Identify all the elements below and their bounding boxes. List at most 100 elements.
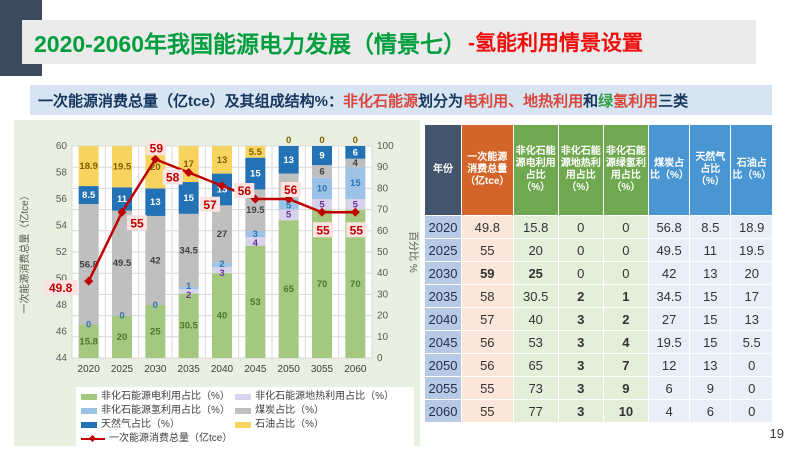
svg-text:百分比 %: 百分比 % <box>407 231 419 273</box>
subtitle-segment: 一次能源消费总量（亿tce）及其组成结构%： <box>38 92 344 110</box>
table-cell: 3 <box>557 330 604 354</box>
energy-combo-chart: 0102030405060708090100444648505254565860… <box>18 135 419 375</box>
table-cell: 0 <box>557 238 604 262</box>
table-cell: 42 <box>647 261 691 285</box>
svg-text:57: 57 <box>203 198 217 212</box>
table-row: 2045 56 53 3 4 19.5 15 5.5 <box>424 330 773 354</box>
table-cell: 6 <box>689 399 732 423</box>
table-row: 2055 55 73 3 9 6 9 0 <box>424 376 773 400</box>
svg-text:15: 15 <box>217 184 228 195</box>
table-cell: 3 <box>557 307 604 331</box>
svg-text:34.5: 34.5 <box>179 245 198 256</box>
table-year-cell: 2025 <box>424 238 462 262</box>
table-cell: 7 <box>602 353 649 377</box>
table-year-cell: 2045 <box>424 330 462 354</box>
svg-text:8.5: 8.5 <box>82 190 96 201</box>
legend-item: 煤炭占比（%） <box>235 404 409 418</box>
table-year-cell: 2040 <box>424 307 462 331</box>
table-cell: 20 <box>512 238 559 262</box>
table-cell: 3 <box>557 353 604 377</box>
table-cell: 19.5 <box>647 330 691 354</box>
table-cell: 0 <box>602 215 649 239</box>
table-cell: 73 <box>512 376 559 400</box>
subtitle-segment: 电利用、地热利用 <box>463 92 584 110</box>
table-cell: 25 <box>512 261 559 285</box>
legend-label: 非化石能源地热利用占比（%） <box>255 391 395 402</box>
table-cell: 11 <box>689 238 732 262</box>
table-cell: 57 <box>460 307 514 331</box>
svg-text:50: 50 <box>377 247 389 258</box>
table-header-cell: 石油占比（%） <box>730 124 773 216</box>
table-cell: 56 <box>460 353 514 377</box>
svg-text:60: 60 <box>56 141 68 152</box>
stacked-bars <box>78 146 366 358</box>
table-cell: 55 <box>460 399 514 423</box>
table-cell: 49.8 <box>460 215 514 239</box>
table-year-cell: 2020 <box>424 215 462 239</box>
svg-text:一次能源消费总量（亿tce）: 一次能源消费总量（亿tce） <box>18 190 31 313</box>
table-cell: 3 <box>557 376 604 400</box>
svg-text:13: 13 <box>283 155 294 166</box>
table-header-cell: 天然气占比（%） <box>689 124 732 216</box>
slide-title: 2020-2060年我国能源电力发展（情景七） <box>34 31 466 57</box>
table-header-row: 年份 一次能源消费总量（亿tce） 非化石能源电利用占比（%） 非化石能源地热利用占比… <box>424 124 773 216</box>
svg-text:0: 0 <box>153 300 158 311</box>
subtitle-segment: 氢利用 <box>613 92 659 110</box>
svg-text:54: 54 <box>56 221 68 232</box>
svg-text:49.5: 49.5 <box>113 258 132 269</box>
svg-text:42: 42 <box>150 255 161 266</box>
legend-label: 煤炭占比（%） <box>255 405 325 416</box>
table-cell: 5.5 <box>730 330 773 354</box>
table-header-cell: 非化石能源地热利用占比（%） <box>557 124 604 216</box>
svg-text:2020: 2020 <box>78 364 101 375</box>
page-number: 19 <box>769 426 784 441</box>
svg-text:5: 5 <box>286 201 292 212</box>
table-cell: 19.5 <box>730 238 773 262</box>
svg-text:5: 5 <box>286 210 292 221</box>
table-cell: 0 <box>730 376 773 400</box>
table-row: 2020 49.8 15.8 0 0 56.8 8.5 18.9 <box>424 215 773 239</box>
svg-text:20: 20 <box>117 332 128 343</box>
svg-text:30.5: 30.5 <box>179 321 198 332</box>
svg-text:2: 2 <box>186 290 191 301</box>
table-cell: 0 <box>602 261 649 285</box>
svg-text:0: 0 <box>86 320 91 331</box>
table-cell: 77 <box>512 399 559 423</box>
table-cell: 49.5 <box>647 238 691 262</box>
table-cell: 55 <box>460 376 514 400</box>
svg-text:27: 27 <box>217 229 228 240</box>
svg-text:15: 15 <box>250 169 261 180</box>
chart-panel: 0 10 20 30 40 50 60 70 80 90 100 44 46 48 50 52 54 56 58 60… <box>14 120 420 449</box>
svg-text:52: 52 <box>56 247 68 258</box>
svg-text:9: 9 <box>319 151 324 162</box>
svg-text:46: 46 <box>56 327 68 338</box>
chart-legend: 非化石能源电利用占比（%） 非化石能源地热利用占比（%） 非化石能源氢利用占比（%）… <box>76 387 414 449</box>
svg-text:2040: 2040 <box>211 364 234 375</box>
table-cell: 20 <box>730 261 773 285</box>
table-cell: 9 <box>602 376 649 400</box>
table-cell: 15.8 <box>512 215 559 239</box>
svg-text:6: 6 <box>353 147 358 158</box>
svg-text:5: 5 <box>319 199 325 210</box>
svg-text:20: 20 <box>377 311 389 322</box>
table-header-cell: 一次能源消费总量（亿tce） <box>460 124 514 216</box>
legend-label: 非化石能源电利用占比（%） <box>101 391 230 402</box>
svg-text:19.5: 19.5 <box>246 205 265 216</box>
svg-text:2030: 2030 <box>144 364 167 375</box>
svg-text:30: 30 <box>377 289 389 300</box>
legend-label: 石油占比（%） <box>255 419 325 430</box>
svg-text:44: 44 <box>56 353 68 364</box>
svg-text:2035: 2035 <box>178 364 201 375</box>
svg-text:90: 90 <box>377 162 389 173</box>
table-cell: 56 <box>460 330 514 354</box>
table-cell: 4 <box>602 330 649 354</box>
energy-data-table: 年份 一次能源消费总量（亿tce） 非化石能源电利用占比（%） 非化石能源地热利用占比… <box>424 124 773 423</box>
table-header-cell: 年份 <box>424 124 462 216</box>
legend-item: 非化石能源电利用占比（%） <box>81 390 235 404</box>
svg-text:17: 17 <box>183 159 194 170</box>
legend-item: 石油占比（%） <box>235 418 409 432</box>
title-banner: 2020-2060年我国能源电力发展（情景七） -氢能利用情景设置 <box>22 20 756 64</box>
svg-text:48: 48 <box>56 300 68 311</box>
table-row: 2025 55 20 0 0 49.5 11 19.5 <box>424 238 773 262</box>
svg-text:70: 70 <box>377 205 389 216</box>
